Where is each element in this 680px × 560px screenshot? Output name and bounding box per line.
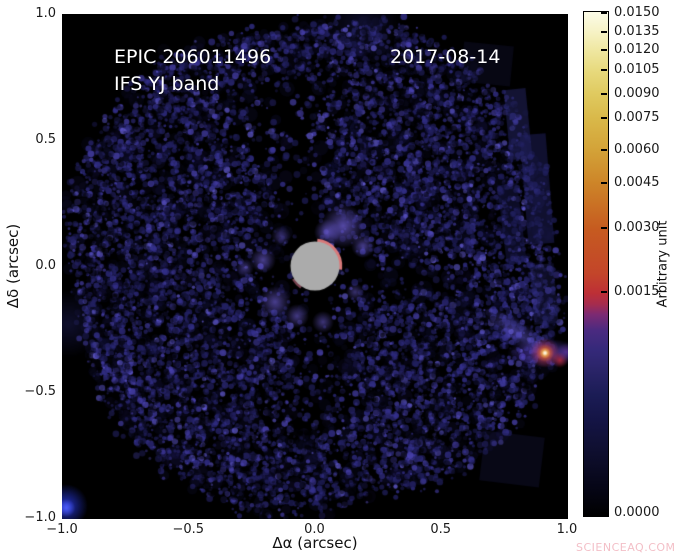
colorbar-tick-label: 0.0120 [614,41,660,57]
y-tick-label: −0.5 [24,384,56,399]
colorbar-tick-label: 0.0045 [614,174,660,190]
colorbar-tick-label: 0.0015 [614,284,660,300]
y-tick-label: 0.5 [35,132,56,147]
colorbar-tick-label: 0.0075 [614,110,660,126]
colorbar-tick-label: 0.0135 [614,23,660,39]
colorbar-tick-label: 0.0060 [614,141,660,157]
x-tick-label: 1.0 [556,522,578,537]
colorbar-tick-mark [601,181,607,184]
colorbar-tick-mark [601,69,607,72]
annotation-target: EPIC 206011496 [114,46,272,68]
annotation-band: IFS YJ band [114,73,220,95]
colorbar-tick-label: 0.0000 [614,504,660,520]
x-tick-label: −1.0 [46,522,78,537]
colorbar-tick-mark [601,117,607,120]
annotation-date: 2017-08-14 [390,46,501,68]
colorbar-tick-mark [601,48,607,51]
ifs-image-canvas [62,14,568,519]
watermark: SCIENCEAQ.COM [576,541,676,554]
y-tick-label: 1.0 [35,6,56,21]
y-axis-label: Δδ (arcsec) [4,223,22,309]
y-tick-label: −1.0 [24,510,56,525]
colorbar-tick-mark [601,148,607,151]
colorbar-tick-label: 0.0030 [614,219,660,235]
colorbar [583,11,609,517]
colorbar-tick-mark [601,511,607,514]
x-tick-label: 0.0 [304,522,325,537]
colorbar-tick-mark [601,93,607,96]
colorbar-tick-mark [601,30,607,33]
colorbar-label: Arbitrary unit [655,220,671,308]
x-tick-label: −0.5 [172,522,205,537]
colorbar-tick-mark [601,12,607,15]
y-tick-label: 0.0 [35,258,56,273]
colorbar-tick-mark [601,226,607,229]
colorbar-tick-mark [601,291,607,294]
colorbar-tick-label: 0.0150 [614,5,660,21]
colorbar-tick-label: 0.0105 [614,62,660,78]
plot-area: EPIC 206011496 IFS YJ band 2017-08-14 [62,14,568,519]
x-axis-label: Δα (arcsec) [272,534,358,552]
x-tick-label: 0.5 [430,522,452,537]
colorbar-tick-label: 0.0090 [614,86,660,102]
